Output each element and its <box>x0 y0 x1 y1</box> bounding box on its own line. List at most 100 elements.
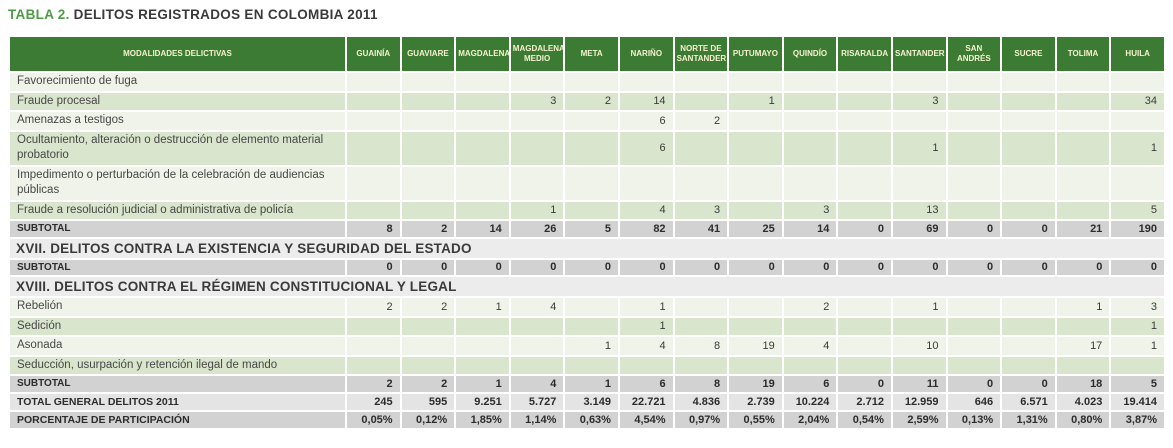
value-cell: 0,54% <box>836 409 893 431</box>
column-header-department: MAGDALENA <box>454 35 511 73</box>
value-cell <box>781 110 839 132</box>
value-cell <box>781 71 839 93</box>
value-cell <box>672 315 730 338</box>
value-cell: 0,80% <box>1054 409 1112 431</box>
value-cell <box>836 71 893 93</box>
value-cell: 3.149 <box>563 391 620 412</box>
value-cell: 14 <box>781 219 839 239</box>
value-cell: 5 <box>563 219 620 239</box>
column-header-department: META <box>563 35 620 73</box>
value-cell <box>399 129 457 167</box>
value-cell: 4.023 <box>1054 391 1112 412</box>
value-cell <box>890 354 948 377</box>
value-cell <box>836 164 893 202</box>
value-cell <box>727 129 784 167</box>
value-cell: 2 <box>563 90 620 113</box>
value-cell <box>1109 354 1166 377</box>
value-cell: 0 <box>727 257 784 278</box>
row-label: Amenazas a testigos <box>8 110 347 132</box>
table-row: TOTAL GENERAL DELITOS 2011 245 595 9.251 5.7… <box>8 391 1166 412</box>
value-cell <box>508 110 566 132</box>
value-cell: 0 <box>1054 257 1112 278</box>
column-header-department: GUAVIARE <box>399 35 457 73</box>
value-cell <box>727 315 784 338</box>
value-cell <box>1054 354 1112 377</box>
value-cell <box>945 71 1003 93</box>
value-cell: 1 <box>1109 335 1166 357</box>
value-cell <box>345 164 402 202</box>
value-cell: 0 <box>1109 257 1166 278</box>
value-cell <box>945 354 1003 377</box>
value-cell: 2,04% <box>781 409 839 431</box>
value-cell <box>399 164 457 202</box>
value-cell <box>454 129 511 167</box>
value-cell <box>1054 90 1112 113</box>
value-cell <box>727 110 784 132</box>
value-cell: 1 <box>1109 315 1166 338</box>
row-label: Fraude a resolución judicial o administr… <box>8 199 347 222</box>
value-cell: 4 <box>617 335 675 357</box>
value-cell <box>345 315 402 338</box>
value-cell: 1 <box>508 199 566 222</box>
value-cell: 5.727 <box>508 391 566 412</box>
value-cell <box>454 164 511 202</box>
table-header: MODALIDADES DELICTIVAS GUAINÍA GUAVIARE MA… <box>8 35 1166 73</box>
value-cell <box>1109 164 1166 202</box>
value-cell <box>672 129 730 167</box>
value-cell <box>836 296 893 318</box>
value-cell <box>672 71 730 93</box>
value-cell: 6.571 <box>1000 391 1057 412</box>
value-cell: 0 <box>781 257 839 278</box>
section-header: XVII. DELITOS CONTRA LA EXISTENCIA Y SEG… <box>8 236 1166 260</box>
row-label: Asonada <box>8 335 347 357</box>
table-row: PORCENTAJE DE PARTICIPACIÓN 0,05% 0,12% 1,8… <box>8 409 1166 431</box>
value-cell <box>1054 199 1112 222</box>
value-cell <box>1000 354 1057 377</box>
value-cell <box>1054 129 1112 167</box>
value-cell: 0 <box>508 257 566 278</box>
value-cell: 1 <box>454 296 511 318</box>
value-cell: 245 <box>345 391 402 412</box>
value-cell <box>399 354 457 377</box>
value-cell: 2 <box>399 296 457 318</box>
value-cell <box>399 315 457 338</box>
value-cell <box>781 90 839 113</box>
value-cell: 2.739 <box>727 391 784 412</box>
value-cell: 1,31% <box>1000 409 1057 431</box>
value-cell: 8 <box>672 335 730 357</box>
value-cell <box>890 164 948 202</box>
value-cell <box>945 335 1003 357</box>
value-cell: 3 <box>781 199 839 222</box>
value-cell: 5 <box>1109 374 1166 394</box>
value-cell <box>890 315 948 338</box>
value-cell <box>563 315 620 338</box>
value-cell: 0 <box>836 219 893 239</box>
value-cell <box>945 129 1003 167</box>
value-cell <box>345 354 402 377</box>
value-cell <box>836 129 893 167</box>
value-cell <box>1000 71 1057 93</box>
table-row: XVIII. DELITOS CONTRA EL RÉGIMEN CONSTIT… <box>8 275 1166 299</box>
value-cell: 0 <box>454 257 511 278</box>
column-header-department: GUAINÍA <box>345 35 402 73</box>
value-cell: 2 <box>399 374 457 394</box>
value-cell <box>508 315 566 338</box>
value-cell <box>1000 315 1057 338</box>
row-label: SUBTOTAL <box>8 374 347 394</box>
value-cell <box>345 71 402 93</box>
row-label: Favorecimiento de fuga <box>8 71 347 93</box>
value-cell: 2,59% <box>890 409 948 431</box>
value-cell: 0 <box>399 257 457 278</box>
value-cell: 10 <box>890 335 948 357</box>
table-row: Favorecimiento de fuga <box>8 71 1166 93</box>
value-cell: 2 <box>781 296 839 318</box>
column-header-department: HUILA <box>1109 35 1166 73</box>
value-cell <box>454 335 511 357</box>
value-cell <box>727 199 784 222</box>
value-cell: 82 <box>617 219 675 239</box>
table-title-text: DELITOS REGISTRADOS EN COLOMBIA 2011 <box>73 7 378 22</box>
value-cell <box>563 129 620 167</box>
value-cell <box>836 315 893 338</box>
column-header-department: PUTUMAYO <box>727 35 784 73</box>
